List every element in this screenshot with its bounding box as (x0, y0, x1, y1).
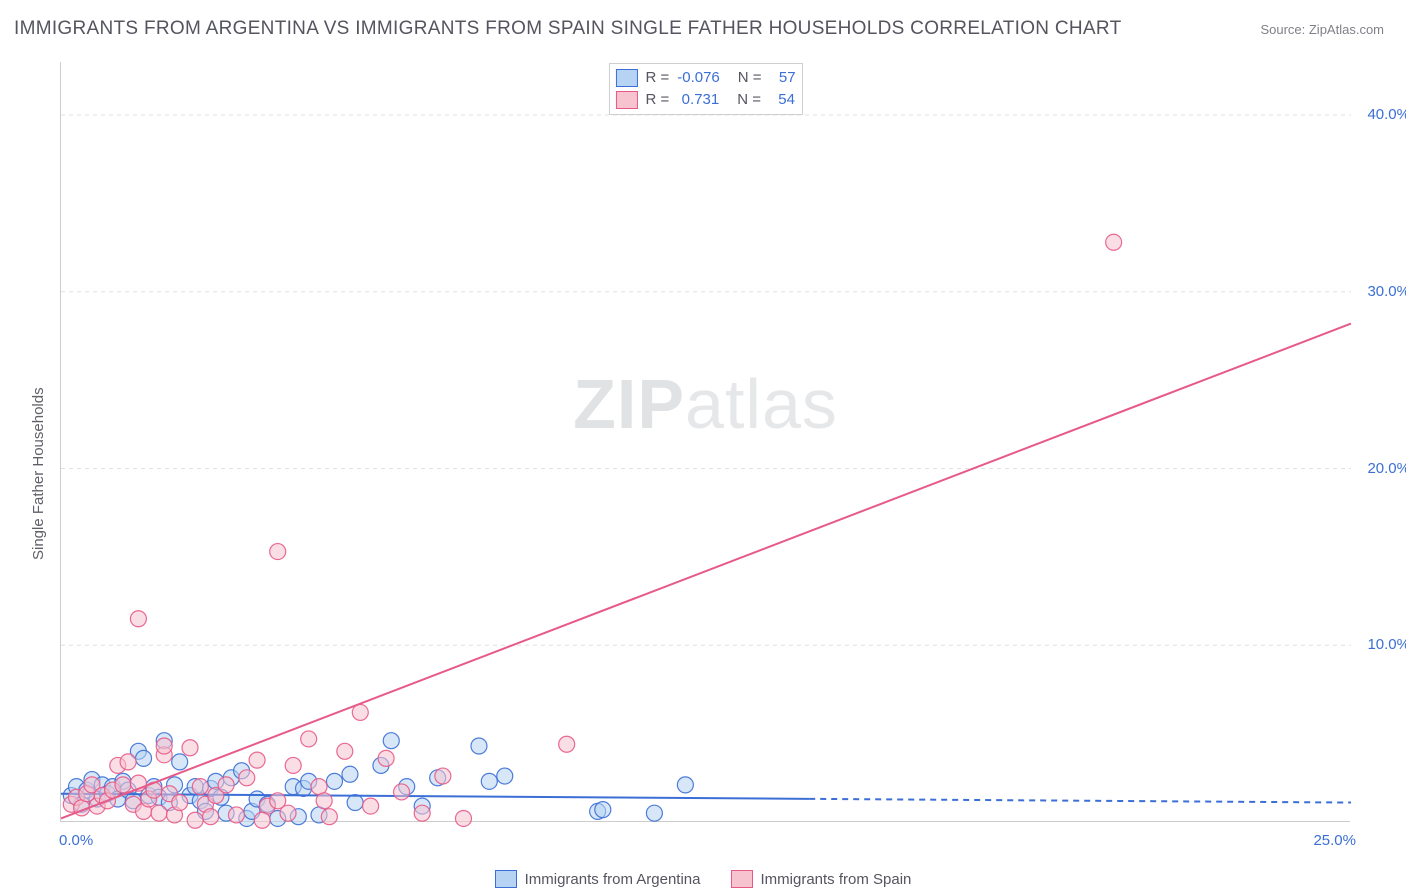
r-value-a: -0.076 (677, 67, 720, 89)
n-label: N = (738, 67, 762, 89)
x-tick-min: 0.0% (59, 832, 93, 849)
legend-stats-row-a: R = -0.076 N = 57 (615, 67, 795, 89)
y-tick: 40.0% (1355, 106, 1406, 123)
x-tick-max: 25.0% (1313, 832, 1356, 849)
n-label: N = (737, 89, 761, 111)
legend-item-a: Immigrants from Argentina (495, 870, 701, 888)
y-axis-label: Single Father Households (30, 387, 47, 560)
y-tick: 20.0% (1355, 460, 1406, 477)
legend-series: Immigrants from Argentina Immigrants fro… (0, 870, 1406, 888)
legend-stats: R = -0.076 N = 57 R = 0.731 N = 54 (608, 63, 802, 115)
swatch-a-icon (495, 870, 517, 888)
legend-item-b: Immigrants from Spain (731, 870, 912, 888)
chart-title: IMMIGRANTS FROM ARGENTINA VS IMMIGRANTS … (14, 18, 1122, 40)
chart-svg (61, 62, 1350, 821)
swatch-a-icon (615, 69, 637, 87)
legend-stats-row-b: R = 0.731 N = 54 (615, 89, 795, 111)
series-b-label: Immigrants from Spain (761, 871, 912, 888)
r-value-b: 0.731 (677, 89, 719, 111)
y-tick: 30.0% (1355, 283, 1406, 300)
series-a-label: Immigrants from Argentina (525, 871, 701, 888)
n-value-b: 54 (769, 89, 795, 111)
r-label: R = (645, 67, 669, 89)
y-tick: 10.0% (1355, 636, 1406, 653)
source-attribution: Source: ZipAtlas.com (1260, 22, 1384, 37)
swatch-b-icon (731, 870, 753, 888)
swatch-b-icon (615, 91, 637, 109)
n-value-a: 57 (770, 67, 796, 89)
plot-area: ZIPatlas R = -0.076 N = 57 R = 0.731 N =… (60, 62, 1350, 822)
r-label: R = (645, 89, 669, 111)
